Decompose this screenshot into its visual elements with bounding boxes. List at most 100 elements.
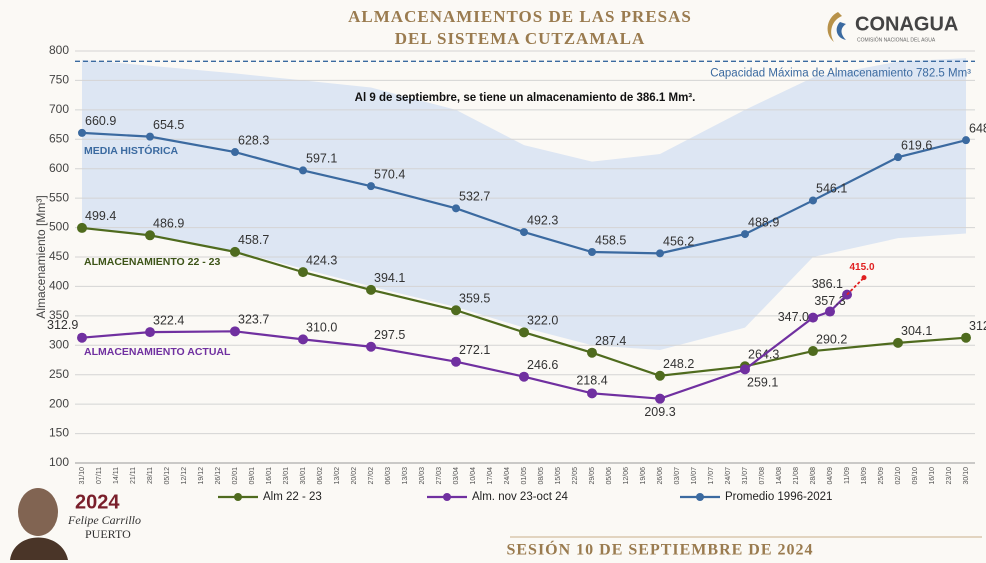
x-tick-label: 20/02 <box>351 467 358 485</box>
projection-line <box>846 276 865 296</box>
x-tick-label: 13/02 <box>334 467 341 485</box>
projection-point <box>861 275 867 281</box>
data-point <box>655 393 665 404</box>
data-point <box>77 222 87 233</box>
x-tick-label: 23/01 <box>283 467 290 485</box>
x-tick-label: 20/03 <box>419 467 426 485</box>
x-tick-label: 16/01 <box>266 467 273 485</box>
logo-mark <box>836 22 846 40</box>
x-tick-label: 05/12 <box>164 467 171 485</box>
data-point <box>146 132 154 141</box>
data-point <box>519 327 529 338</box>
x-tick-label: 06/02 <box>317 467 324 485</box>
data-label: 322.0 <box>527 314 558 328</box>
x-tick-label: 11/09 <box>844 467 851 484</box>
legend-marker <box>234 493 242 501</box>
projection-label: 415.0 <box>849 262 874 273</box>
data-point <box>961 332 971 343</box>
x-tick-label: 01/05 <box>521 467 528 485</box>
data-label: 648.5 <box>969 121 986 135</box>
x-tick-label: 21/08 <box>793 467 800 485</box>
y-tick-label: 200 <box>49 396 69 410</box>
x-tick-label: 21/11 <box>130 467 137 484</box>
x-tick-label: 10/04 <box>470 467 477 485</box>
y-tick-label: 700 <box>49 102 69 116</box>
legend-label: Alm 22 - 23 <box>263 491 322 503</box>
x-tick-label: 17/04 <box>487 467 494 485</box>
x-tick-label: 30/01 <box>300 467 307 485</box>
data-label: 310.0 <box>306 321 337 335</box>
x-tick-label: 14/08 <box>776 467 783 485</box>
capacity-label: Capacidad Máxima de Almacenamiento 782.5… <box>710 67 971 79</box>
y-tick-label: 600 <box>49 161 69 175</box>
data-point <box>741 230 749 239</box>
data-label: 246.6 <box>527 358 558 372</box>
legend-label: Promedio 1996-2021 <box>725 491 832 503</box>
data-point <box>366 341 376 352</box>
plot-area: 100 150 200 250 300 350 400 450 500 550 600 650 700 7… <box>34 43 986 484</box>
data-point <box>656 249 664 258</box>
data-point <box>519 371 529 382</box>
data-point <box>77 332 87 343</box>
x-tick-label: 26/12 <box>215 467 222 485</box>
data-label: 218.4 <box>576 374 607 388</box>
x-tick-label: 07/08 <box>759 467 766 485</box>
x-tick-label: 29/05 <box>589 467 596 485</box>
x-tick-label: 31/07 <box>742 467 749 485</box>
y-tick-label: 550 <box>49 190 69 204</box>
data-point <box>367 182 375 191</box>
data-point <box>230 246 240 257</box>
data-label: 570.4 <box>374 167 405 181</box>
data-point <box>520 228 528 237</box>
chart-title: DEL SISTEMA CUTZAMALA <box>395 29 646 48</box>
data-point <box>809 196 817 205</box>
data-label: 458.5 <box>595 233 626 247</box>
logo-name: Felipe Carrillo <box>67 513 141 527</box>
y-tick-label: 500 <box>49 220 69 234</box>
logo-year: 2024 <box>75 491 120 513</box>
y-tick-label: 650 <box>49 131 69 145</box>
x-tick-label: 31/10 <box>79 467 86 485</box>
logo-surname: PUERTO <box>85 527 131 541</box>
x-tick-label: 28/11 <box>147 467 154 484</box>
x-tick-label: 08/05 <box>538 467 545 485</box>
data-label: 394.1 <box>374 271 405 285</box>
x-tick-label: 28/08 <box>810 467 817 485</box>
data-label: 628.3 <box>238 133 269 147</box>
logo-subtext: COMISIÓN NACIONAL DEL AGUA <box>857 36 936 43</box>
x-tick-label: 25/09 <box>878 467 885 485</box>
x-tick-label: 14/11 <box>113 467 120 484</box>
data-point <box>298 267 308 278</box>
data-point <box>451 356 461 367</box>
data-label: 546.1 <box>816 182 847 196</box>
x-tick-label: 09/10 <box>912 467 919 485</box>
data-label: 486.9 <box>153 217 184 231</box>
data-point <box>451 305 461 316</box>
data-point <box>231 148 239 157</box>
x-tick-label: 05/06 <box>606 467 613 485</box>
x-tick-label: 26/06 <box>657 467 664 485</box>
x-tick-label: 10/07 <box>691 467 698 485</box>
y-tick-label: 100 <box>49 455 69 469</box>
data-label: 386.1 <box>812 277 843 291</box>
data-point <box>587 347 597 358</box>
data-point <box>894 153 902 162</box>
x-tick-label: 02/01 <box>232 467 239 485</box>
data-label: 660.9 <box>85 114 116 128</box>
y-tick-label: 350 <box>49 308 69 322</box>
data-label: 312.9 <box>47 318 78 332</box>
data-label: 357.3 <box>814 294 845 308</box>
y-tick-label: 250 <box>49 367 69 381</box>
x-tick-label: 19/06 <box>640 467 647 485</box>
y-tick-label: 750 <box>49 73 69 87</box>
x-tick-label: 12/12 <box>181 467 188 485</box>
legend-marker <box>443 493 451 501</box>
x-tick-label: 23/10 <box>946 467 953 485</box>
data-point <box>893 337 903 348</box>
footer: SESIÓN 10 DE SEPTIEMBRE DE 2024 <box>506 540 813 559</box>
x-tick-label: 02/10 <box>895 467 902 485</box>
data-label: 458.7 <box>238 233 269 247</box>
data-point <box>588 247 596 256</box>
x-tick-label: 24/07 <box>725 467 732 485</box>
